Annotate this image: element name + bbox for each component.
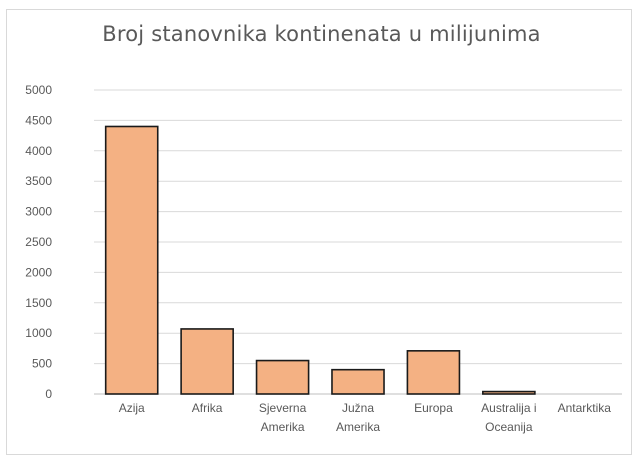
- x-tick-label: Australija i Oceanija: [481, 401, 536, 434]
- x-tick-label: Azija: [119, 401, 145, 415]
- y-tick-label: 0: [45, 387, 52, 401]
- bar: [104, 125, 159, 395]
- y-tick-label: 1000: [25, 326, 52, 340]
- x-tick-label: Južna Amerika: [336, 401, 380, 434]
- y-tick-label: 3500: [25, 174, 52, 188]
- bar: [180, 328, 234, 395]
- bar: [255, 359, 310, 395]
- y-tick-label: 5000: [25, 83, 52, 97]
- y-tick-label: 1500: [25, 296, 52, 310]
- y-tick-label: 2500: [25, 235, 52, 249]
- y-tick-label: 4500: [25, 113, 52, 127]
- y-tick-label: 500: [32, 357, 52, 371]
- y-tick-label: 3000: [25, 205, 52, 219]
- x-tick-label: Europa: [414, 401, 453, 415]
- bar: [406, 350, 461, 395]
- y-tick-label: 4000: [25, 144, 52, 158]
- x-tick-label: Sjeverna Amerika: [259, 401, 307, 434]
- x-tick-label: Antarktika: [558, 401, 612, 415]
- bar: [331, 368, 385, 395]
- bar: [482, 390, 536, 395]
- y-tick-label: 2000: [25, 265, 52, 279]
- chart-title: Broj stanovnika kontinenata u milijunima: [102, 22, 541, 46]
- x-tick-label: Afrika: [192, 401, 223, 415]
